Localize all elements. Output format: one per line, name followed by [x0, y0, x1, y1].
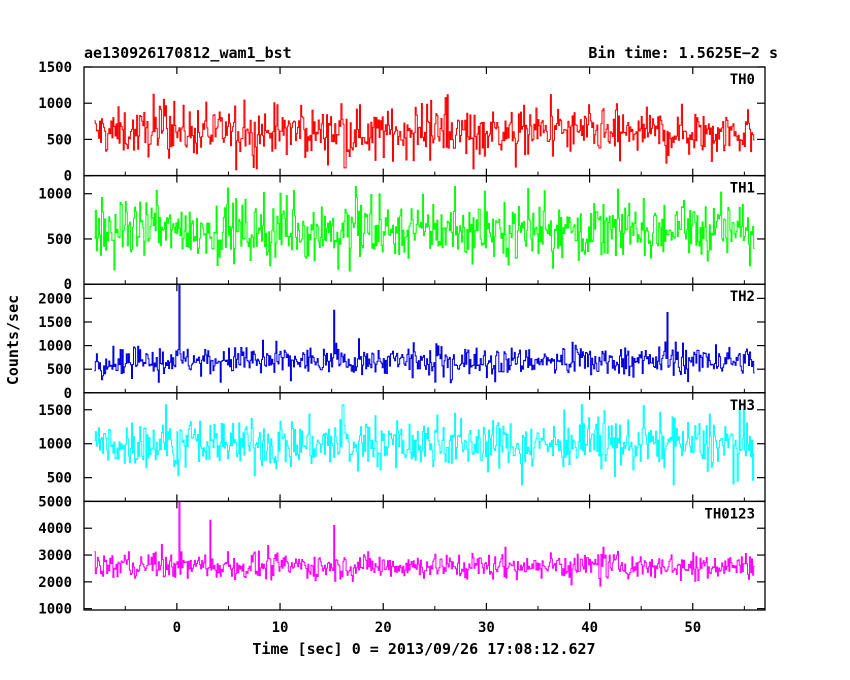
series-th1 [94, 186, 755, 272]
y-tick-label: 2000 [38, 575, 72, 591]
series-th3 [94, 404, 755, 486]
panel-th2: 0 500 1000 1500 2000 TH2 [38, 283, 766, 402]
y-tick-label: 1000 [38, 602, 72, 618]
x-axis-label: Time [sec] 0 = 2013/09/26 17:08:12.627 [252, 640, 595, 658]
panel-th1: 0 500 1000 TH1 [38, 174, 766, 293]
x-tick-label: 0 [173, 620, 181, 636]
y-tick-label: 2000 [38, 291, 72, 307]
y-tick-label: 1000 [38, 339, 72, 355]
y-tick-label: 0 [64, 277, 72, 293]
panel-th0: 0 500 1000 1500 TH0 [38, 60, 766, 185]
x-tick-label: 10 [272, 620, 289, 636]
y-tick-label: 1000 [38, 96, 72, 112]
panel-frame [83, 66, 766, 177]
panel-label: TH0 [730, 72, 755, 88]
chart-title: ae130926170812_wam1_bst [84, 44, 292, 62]
y-tick-label: 500 [47, 232, 72, 248]
y-tick-label: 1000 [38, 187, 72, 203]
panel-frame [83, 500, 766, 611]
y-tick-label: 1500 [38, 60, 72, 76]
y-tick-label: 1000 [38, 437, 72, 453]
series-th2 [94, 283, 755, 384]
y-tick-label: 1500 [38, 315, 72, 331]
y-tick-label: 3000 [38, 548, 72, 564]
y-tick-label: 0 [64, 169, 72, 185]
bin-time-label: Bin time: 1.5625E−2 s [588, 44, 778, 62]
panel-label: TH3 [730, 398, 755, 414]
y-tick-label: 500 [47, 362, 72, 378]
x-tick-label: 40 [581, 620, 598, 636]
x-tick-label: 20 [375, 620, 392, 636]
series-th0123 [94, 500, 755, 587]
y-tick-label: 0 [64, 386, 72, 402]
y-tick-label: 5000 [38, 494, 72, 510]
series-th0 [94, 93, 755, 171]
y-tick-label: 4000 [38, 521, 72, 537]
y-tick-label: 500 [47, 132, 72, 148]
y-tick-label: 500 [47, 471, 72, 487]
panel-label: TH2 [730, 289, 755, 305]
y-tick-label: 1500 [38, 403, 72, 419]
x-tick-label: 50 [684, 620, 701, 636]
panel-label: TH0123 [704, 506, 755, 522]
panel-label: TH1 [730, 181, 755, 197]
panel-frame [83, 283, 766, 394]
panel-th0123: 1000 2000 3000 4000 5000 TH0123 [38, 494, 766, 618]
x-tick-label: 30 [478, 620, 495, 636]
panel-th3: 500 1000 1500 TH3 [38, 392, 766, 503]
y-axis-label: Counts/sec [4, 295, 22, 385]
